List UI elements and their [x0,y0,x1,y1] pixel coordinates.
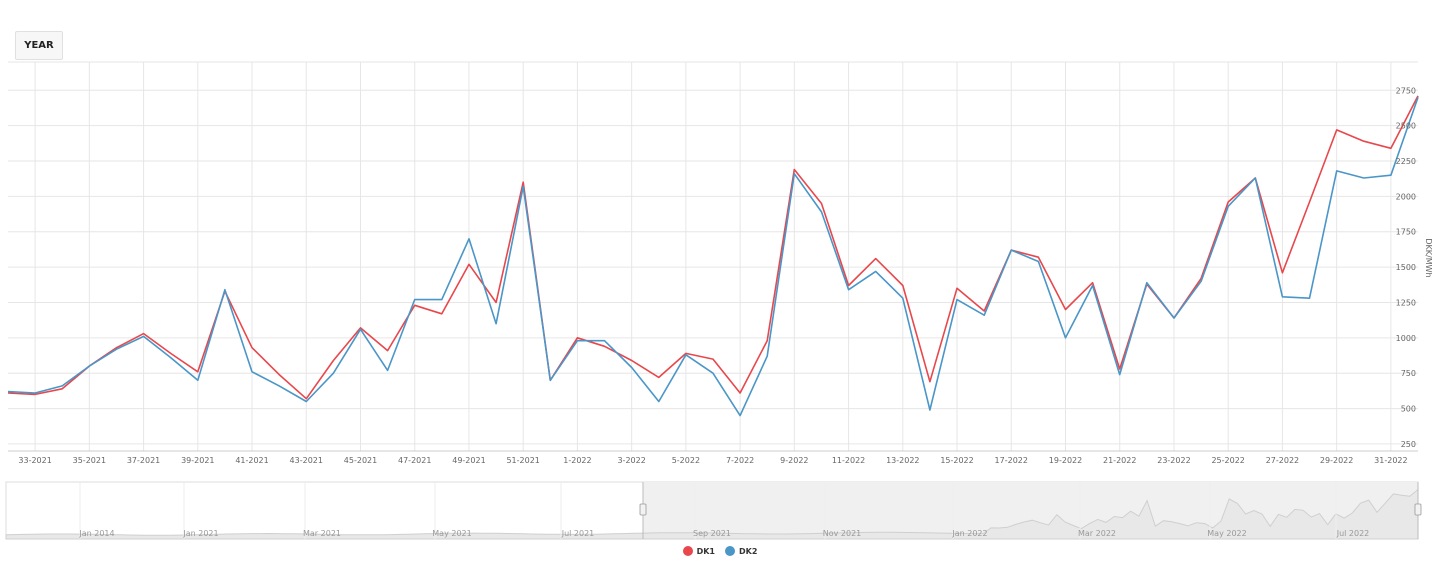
x-tick-label: 21-2022 [1103,456,1136,465]
series-line-dk2 [7,97,1419,417]
x-tick-label: 23-2022 [1157,456,1190,465]
legend-label-dk2: DK2 [739,546,758,556]
y-axis-label: DKK/MWh [1424,238,1433,277]
year-range-button[interactable]: YEAR [15,31,63,60]
x-tick-label: 41-2021 [235,456,268,465]
y-tick-label: 1750 [1396,228,1416,237]
handle-grip-icon [1414,503,1422,516]
x-tick-label: 27-2022 [1266,456,1299,465]
series-line-dk1 [7,95,1419,400]
x-tick-label: 51-2021 [506,456,539,465]
navigator-tick-label: Mar 2021 [303,529,341,538]
legend-item-dk2[interactable]: DK2 [725,546,757,556]
line-chart: 33-2021 35-2021 37-2021 39-2021 41-2021 43-20… [5,61,1433,540]
chart-gridlines [8,61,1418,451]
navigator-left-handle[interactable] [639,482,647,539]
y-tick-label: 2750 [1396,86,1416,95]
x-tick-label: 49-2021 [452,456,485,465]
navigator-tick-label: May 2022 [1207,529,1246,538]
x-tick-label: 29-2022 [1320,456,1353,465]
y-tick-label: 2500 [1396,122,1416,131]
x-tick-label: 11-2022 [832,456,865,465]
dk1-marker-icon [682,546,693,556]
navigator-tick-label: Sep 2021 [693,529,731,538]
navigator-area [5,488,1419,540]
chart-legend: DK1 DK2 [0,546,1440,556]
y-tick-label: 500 [1401,405,1416,414]
x-axis: 33-2021 35-2021 37-2021 39-2021 41-2021 43-20… [8,450,1418,465]
legend-item-dk1[interactable]: DK1 [682,546,715,556]
y-tick-label: 1500 [1396,263,1416,272]
navigator-tick-label: Jul 2021 [561,529,595,538]
x-tick-label: 1-2022 [563,456,591,465]
x-tick-label: 31-2022 [1374,456,1407,465]
x-tick-label: 35-2021 [73,456,106,465]
x-tick-label: 7-2022 [726,456,754,465]
y-tick-label: 250 [1401,440,1416,449]
navigator[interactable]: Jan 2014 Jan 2021 Mar 2021 May 2021 Jul 2021… [5,481,1422,540]
x-tick-label: 37-2021 [127,456,160,465]
x-tick-label: 47-2021 [398,456,431,465]
x-tick-label: 39-2021 [181,456,214,465]
x-tick-label: 43-2021 [290,456,323,465]
y-axis: 250 500 750 1000 1250 1500 1750 2000 2250 2500 275… [1396,86,1416,449]
x-tick-label: 9-2022 [780,456,808,465]
navigator-tick-label: Jan 2022 [951,529,987,538]
dk2-marker-icon [725,546,735,556]
navigator-tick-label: Mar 2022 [1078,529,1116,538]
navigator-tick-label: Nov 2021 [823,529,862,538]
x-tick-label: 19-2022 [1049,456,1082,465]
navigator-tick-label: Jul 2022 [1336,529,1370,538]
y-tick-label: 1250 [1396,298,1416,307]
navigator-tick-label: Jan 2021 [182,529,218,538]
x-tick-label: 33-2021 [18,456,51,465]
navigator-right-handle[interactable] [1414,482,1422,539]
x-tick-label: 13-2022 [886,456,919,465]
handle-grip-icon [639,503,647,516]
y-tick-label: 2000 [1396,192,1416,201]
x-tick-label: 3-2022 [617,456,645,465]
x-tick-label: 17-2022 [995,456,1028,465]
y-tick-label: 750 [1401,369,1416,378]
x-tick-label: 25-2022 [1211,456,1244,465]
navigator-tick-label: Jan 2014 [78,529,114,538]
navigator-tick-label: May 2021 [432,529,471,538]
chart-series [7,95,1419,417]
x-tick-label: 5-2022 [672,456,700,465]
y-tick-label: 1000 [1396,334,1416,343]
legend-label-dk1: DK1 [696,546,715,556]
x-tick-label: 45-2021 [344,456,377,465]
x-tick-label: 15-2022 [940,456,973,465]
y-tick-label: 2250 [1396,157,1416,166]
